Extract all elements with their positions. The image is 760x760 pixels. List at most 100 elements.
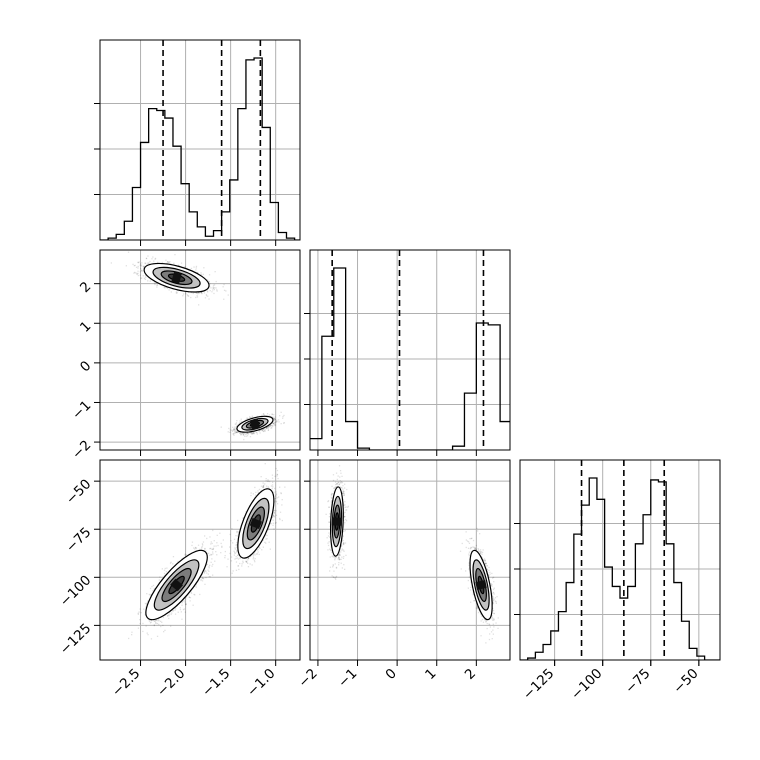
hist-panel-bg [520, 460, 720, 660]
scatter-dot [236, 426, 238, 428]
scatter-dot [141, 269, 143, 272]
scatter-dot [180, 262, 183, 264]
scatter-dot [251, 416, 253, 419]
scatter-dot [215, 287, 217, 289]
hist-step-p2 [310, 267, 510, 450]
scatter-dot [168, 615, 170, 617]
scatter-dot [153, 282, 156, 284]
scatter-dot [262, 428, 265, 430]
scatter-dot [153, 624, 155, 626]
scatter-dot [233, 434, 235, 436]
scatter-dot [212, 289, 214, 291]
scatter-dot [198, 291, 200, 294]
scatter-dot [274, 522, 277, 524]
pair-p1-p2-ytick-label: 2 [77, 279, 94, 296]
scatter-dot [141, 270, 143, 272]
scatter-dot [276, 474, 279, 476]
scatter-dot [274, 418, 276, 421]
scatter-dot [275, 421, 277, 423]
scatter-dot [263, 413, 265, 415]
scatter-dot [201, 576, 204, 579]
scatter-dot [252, 493, 254, 495]
scatter-dot [156, 284, 158, 286]
scatter-dot [239, 432, 241, 434]
scatter-dot [145, 602, 148, 604]
scatter-dot [166, 261, 169, 263]
scatter-dot [202, 273, 204, 275]
scatter-dot [156, 284, 159, 286]
scatter-dot [234, 558, 236, 560]
scatter-dot [190, 591, 192, 593]
scatter-dot [156, 622, 159, 625]
scatter-dot [193, 547, 195, 549]
scatter-dot [207, 573, 209, 575]
hist-step-p1 [100, 57, 300, 240]
scatter-dot [209, 290, 211, 292]
scatter-dot [221, 546, 223, 548]
scatter-dot [264, 483, 266, 485]
scatter-dot [220, 552, 222, 554]
scatter-dot [203, 292, 206, 294]
scatter-dot [221, 545, 223, 547]
scatter-dot [257, 492, 259, 494]
scatter-dot [241, 432, 243, 434]
scatter-dot [212, 563, 214, 566]
scatter-dot [200, 272, 202, 274]
scatter-dot [168, 289, 170, 291]
scatter-dot [253, 559, 256, 561]
scatter-dot [144, 278, 146, 280]
scatter-dot [233, 428, 235, 430]
scatter-dot [267, 427, 269, 429]
scatter-dot [265, 428, 268, 430]
scatter-dot [183, 608, 186, 610]
scatter-dot [232, 433, 234, 435]
scatter-dot [253, 432, 255, 435]
scatter-dot [229, 533, 231, 536]
scatter-dot [163, 286, 165, 288]
scatter-dot [179, 608, 182, 611]
scatter-dot [237, 558, 240, 560]
scatter-dot [203, 572, 206, 574]
scatter-dot [241, 432, 244, 434]
scatter-dot [200, 579, 202, 582]
scatter-dot [200, 291, 202, 293]
scatter-dot [273, 528, 275, 530]
scatter-dot [210, 547, 212, 550]
scatter-dot [259, 432, 261, 434]
scatter-dot [272, 417, 274, 419]
scatter-dot [171, 612, 173, 614]
scatter-dot [149, 260, 151, 263]
scatter-dot [181, 604, 183, 606]
scatter-dot [236, 431, 238, 434]
scatter-dot [182, 295, 184, 297]
scatter-dot [247, 418, 249, 420]
scatter-dot [231, 528, 233, 530]
scatter-dot [139, 263, 142, 265]
scatter-dot [204, 569, 206, 572]
scatter-dot [154, 283, 156, 286]
scatter-dot [157, 620, 159, 622]
scatter-dot [223, 289, 226, 291]
scatter-dot [225, 290, 227, 292]
scatter-dot [266, 413, 269, 415]
scatter-dot [158, 248, 159, 249]
scatter-dot [235, 429, 238, 431]
scatter-dot [141, 277, 143, 279]
scatter-dot [235, 535, 237, 537]
scatter-dot [136, 273, 139, 275]
scatter-dot [273, 418, 275, 420]
scatter-dot [244, 435, 246, 437]
scatter-dot [224, 557, 226, 559]
scatter-dot [213, 284, 216, 286]
scatter-dot [283, 422, 285, 424]
scatter-dot [280, 492, 282, 495]
scatter-dot [191, 544, 193, 547]
scatter-dot [210, 553, 212, 556]
scatter-dot [253, 554, 255, 556]
scatter-dot [267, 426, 269, 428]
scatter-dot [137, 627, 140, 629]
scatter-dot [282, 417, 284, 419]
scatter-dot [193, 266, 195, 268]
scatter-dot [212, 553, 214, 555]
scatter-dot [150, 638, 153, 640]
